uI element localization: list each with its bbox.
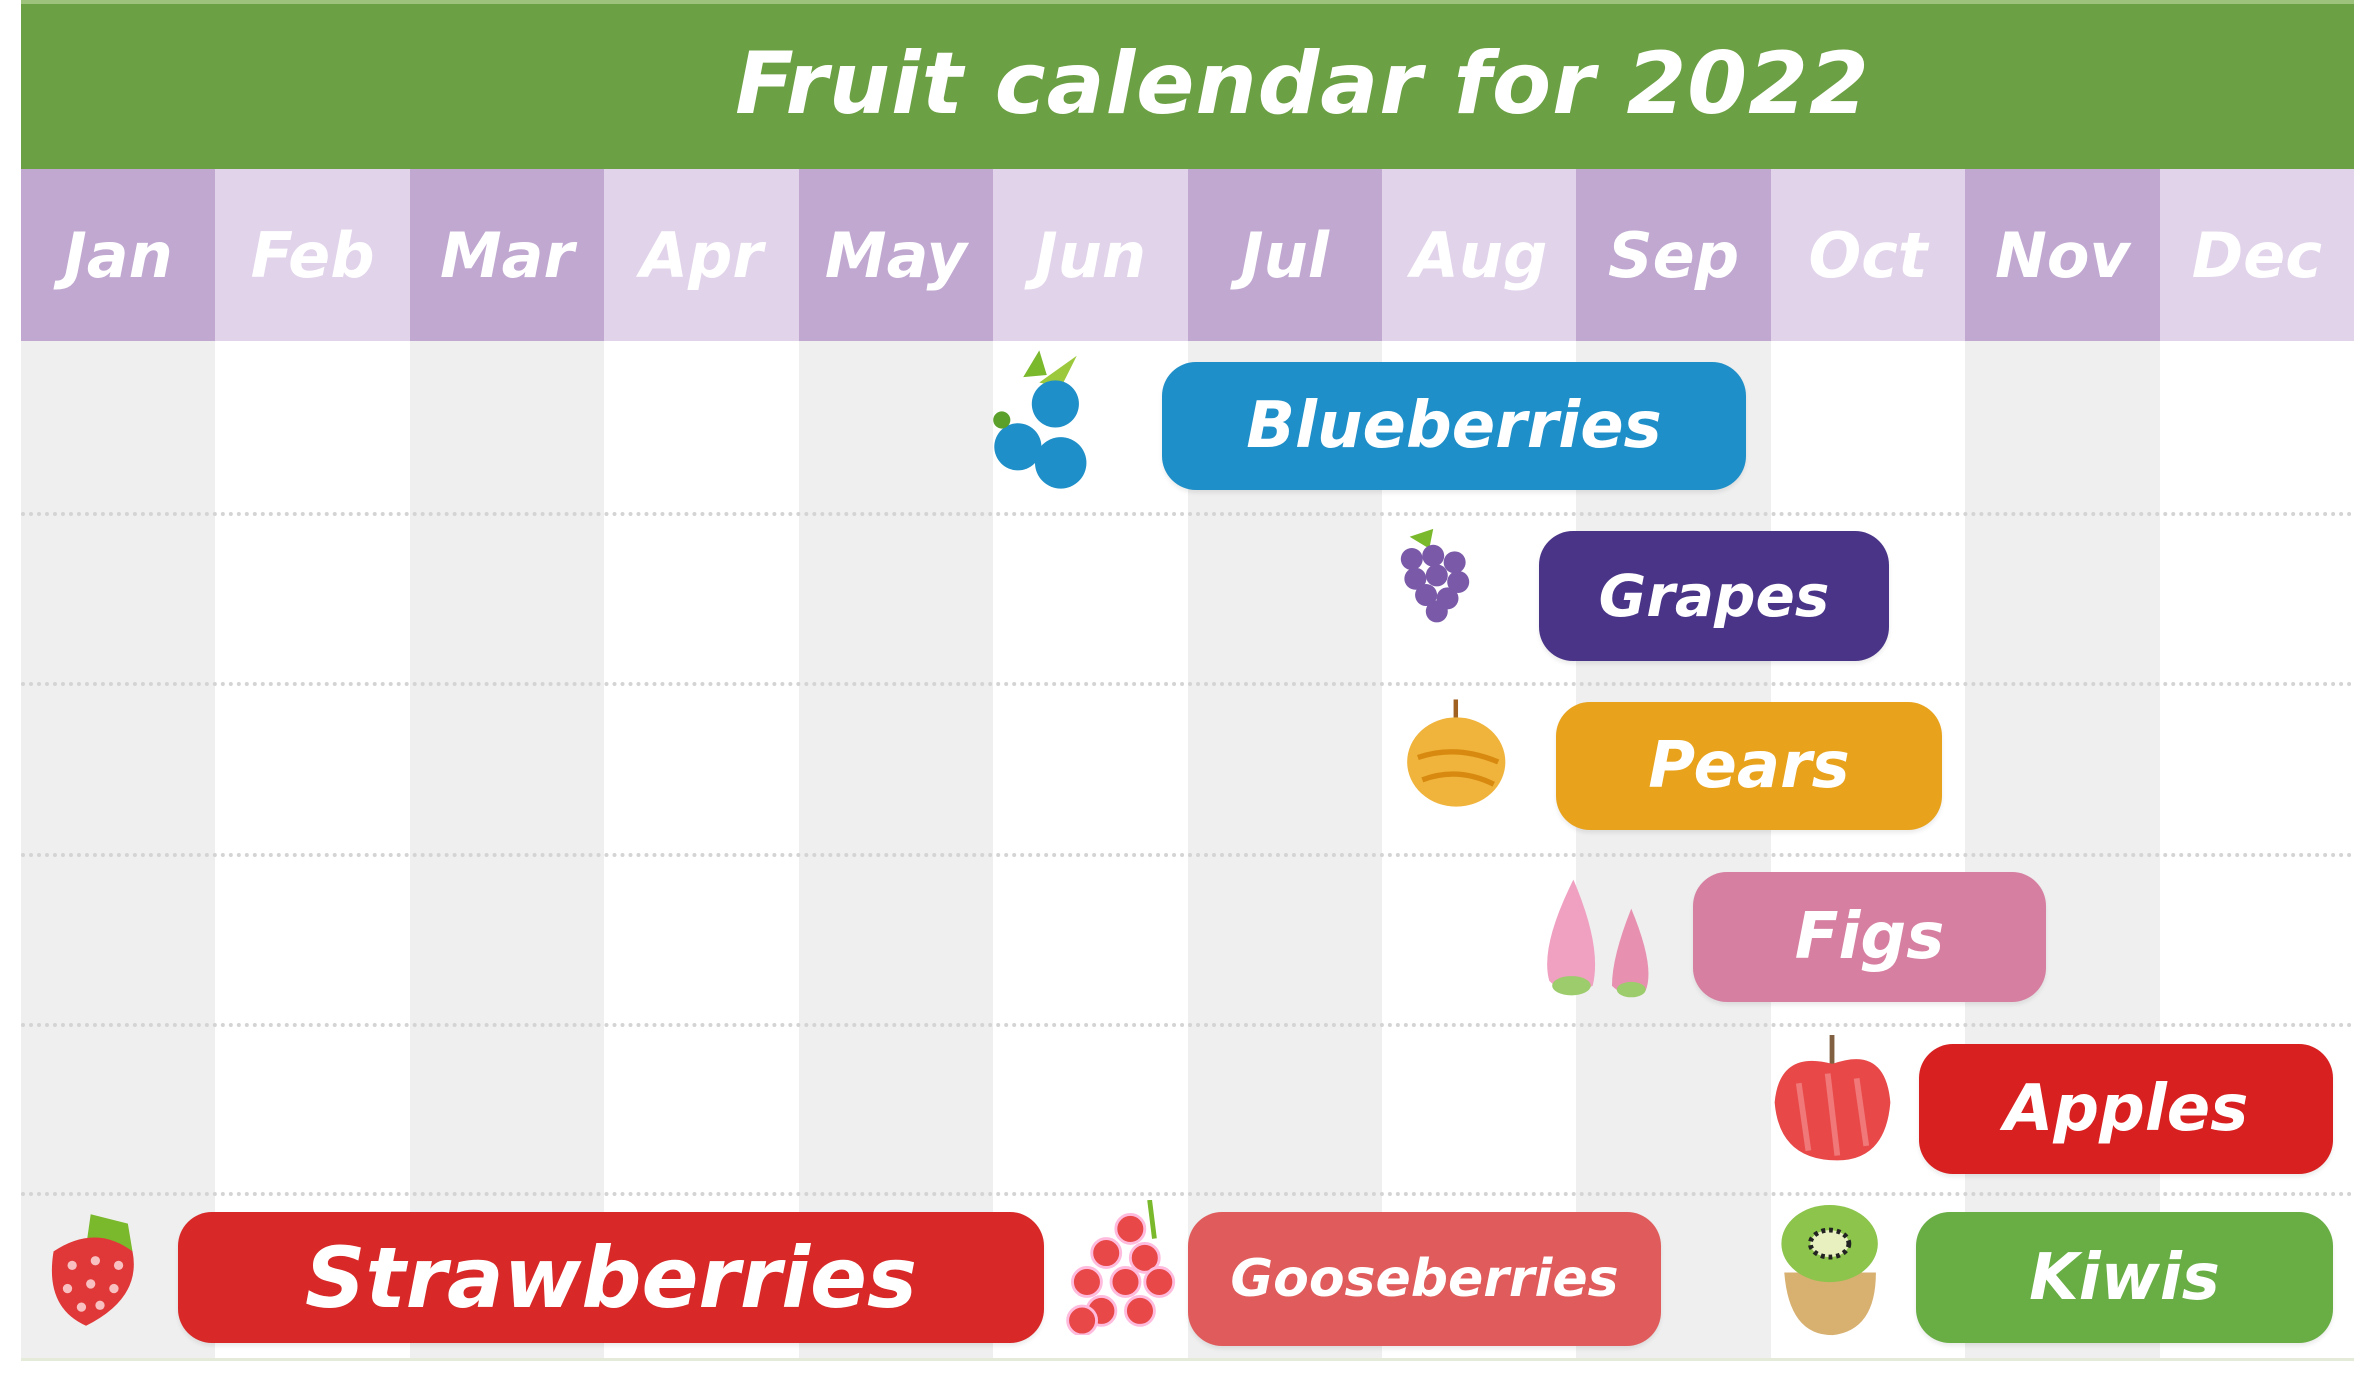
- month-column: [798, 341, 994, 1358]
- month-oct: Oct: [1770, 169, 1966, 341]
- fruit-season-bar-apples: Apples: [1919, 1044, 2333, 1174]
- fruit-calendar: Fruit calendar for 2022 Jan Feb Mar Apr May J…: [21, 0, 2355, 1361]
- fruit-label: Apples: [2003, 1072, 2249, 1146]
- month-may: May: [798, 169, 994, 341]
- month-column: [604, 341, 799, 1358]
- row-divider: [21, 682, 2354, 686]
- grapes-icon: [1390, 525, 1500, 635]
- month-column: [409, 341, 605, 1358]
- month-sep: Sep: [1576, 169, 1771, 341]
- fruit-label: Pears: [1648, 729, 1850, 803]
- row-divider: [21, 1192, 2354, 1196]
- fruit-season-bar-blueberries: Blueberries: [1162, 362, 1746, 490]
- fruit-label: Blueberries: [1246, 389, 1662, 463]
- fruit-season-bar-kiwis: Kiwis: [1916, 1212, 2333, 1343]
- kiwi-icon: [1765, 1205, 1900, 1340]
- row-divider: [21, 1023, 2354, 1027]
- month-dec: Dec: [2159, 169, 2355, 341]
- month-column: [1187, 341, 1382, 1358]
- gooseberries-icon: [1058, 1199, 1193, 1337]
- month-header-row: Jan Feb Mar Apr May Jun Jul Aug Sep Oct Nov Dec: [21, 169, 2355, 341]
- fruit-season-bar-grapes: Grapes: [1539, 531, 1889, 661]
- calendar-title: Fruit calendar for 2022: [735, 34, 1870, 134]
- fruit-label: Strawberries: [304, 1228, 918, 1327]
- month-mar: Mar: [409, 169, 605, 341]
- figs-icon: [1530, 870, 1665, 1005]
- month-column: [1576, 341, 1771, 1358]
- month-feb: Feb: [215, 169, 410, 341]
- fruit-season-bar-figs: Figs: [1693, 872, 2046, 1002]
- month-column: [2159, 341, 2355, 1358]
- blueberries-icon: [975, 345, 1125, 495]
- fruit-label: Grapes: [1598, 562, 1830, 630]
- fruit-season-bar-gooseberries: Gooseberries: [1188, 1212, 1661, 1346]
- row-divider: [21, 853, 2354, 857]
- month-jul: Jul: [1187, 169, 1382, 341]
- fruit-label: Figs: [1794, 900, 1945, 974]
- calendar-grid: [21, 341, 2355, 1358]
- pear-icon: [1400, 695, 1525, 820]
- calendar-header: Fruit calendar for 2022: [21, 0, 2354, 169]
- fruit-season-bar-pears: Pears: [1556, 702, 1942, 830]
- fruit-season-bar-strawberries: Strawberries: [178, 1212, 1044, 1343]
- row-divider: [21, 512, 2354, 516]
- month-column: [215, 341, 410, 1358]
- month-aug: Aug: [1381, 169, 1577, 341]
- month-nov: Nov: [1965, 169, 2160, 341]
- month-jan: Jan: [21, 169, 216, 341]
- month-column: [21, 341, 216, 1358]
- month-column: [1381, 341, 1577, 1358]
- strawberry-icon: [35, 1205, 165, 1335]
- month-apr: Apr: [604, 169, 799, 341]
- month-jun: Jun: [993, 169, 1188, 341]
- fruit-label: Kiwis: [2029, 1240, 2220, 1315]
- month-column: [993, 341, 1188, 1358]
- month-column: [1770, 341, 1966, 1358]
- apple-icon: [1765, 1035, 1900, 1170]
- fruit-label: Gooseberries: [1230, 1249, 1619, 1309]
- month-column: [1965, 341, 2160, 1358]
